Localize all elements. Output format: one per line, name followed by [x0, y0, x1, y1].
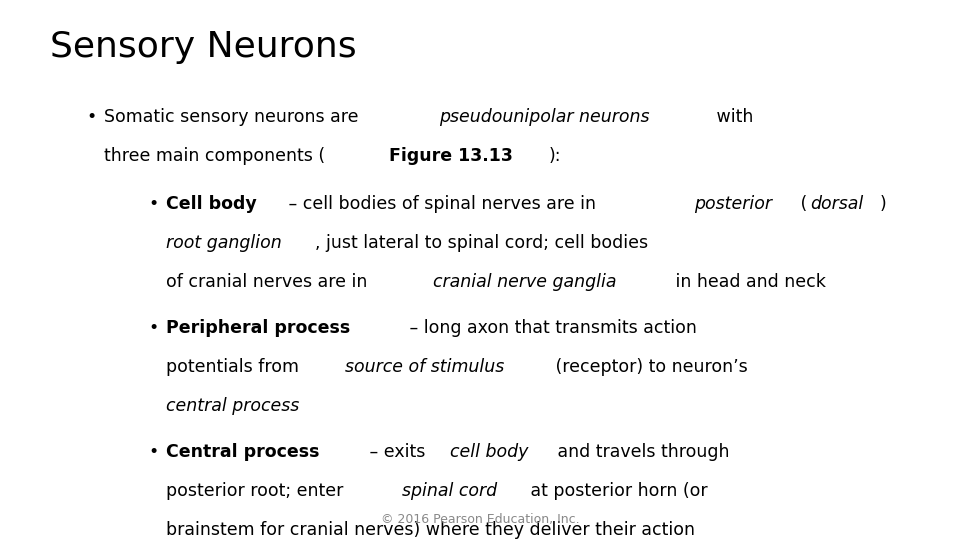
Text: at posterior horn (or: at posterior horn (or: [525, 482, 708, 500]
Text: of cranial nerves are in: of cranial nerves are in: [166, 273, 372, 291]
Text: spinal cord: spinal cord: [402, 482, 497, 500]
Text: – exits: – exits: [364, 443, 431, 461]
Text: in head and neck: in head and neck: [670, 273, 826, 291]
Text: posterior: posterior: [694, 195, 772, 213]
Text: source of stimulus: source of stimulus: [345, 358, 504, 376]
Text: © 2016 Pearson Education, Inc.: © 2016 Pearson Education, Inc.: [381, 514, 579, 526]
Text: potentials from: potentials from: [166, 358, 304, 376]
Text: •: •: [149, 319, 159, 337]
Text: with: with: [710, 108, 754, 126]
Text: •: •: [149, 443, 159, 461]
Text: , just lateral to spinal cord; cell bodies: , just lateral to spinal cord; cell bodi…: [316, 234, 649, 252]
Text: cell body: cell body: [450, 443, 529, 461]
Text: ): ): [879, 195, 886, 213]
Text: Peripheral process: Peripheral process: [166, 319, 350, 337]
Text: (receptor) to neuron’s: (receptor) to neuron’s: [550, 358, 748, 376]
Text: ):: ):: [549, 147, 562, 165]
Text: Figure 13.13: Figure 13.13: [389, 147, 513, 165]
Text: Cell body: Cell body: [166, 195, 257, 213]
Text: cranial nerve ganglia: cranial nerve ganglia: [433, 273, 616, 291]
Text: (: (: [795, 195, 807, 213]
Text: Somatic sensory neurons are: Somatic sensory neurons are: [104, 108, 364, 126]
Text: three main components (: three main components (: [104, 147, 324, 165]
Text: Central process: Central process: [166, 443, 320, 461]
Text: posterior root; enter: posterior root; enter: [166, 482, 348, 500]
Text: – cell bodies of spinal nerves are in: – cell bodies of spinal nerves are in: [283, 195, 602, 213]
Text: central process: central process: [166, 397, 300, 415]
Text: •: •: [149, 195, 159, 213]
Text: Sensory Neurons: Sensory Neurons: [50, 30, 356, 64]
Text: – long axon that transmits action: – long axon that transmits action: [404, 319, 697, 337]
Text: root ganglion: root ganglion: [166, 234, 282, 252]
Text: dorsal: dorsal: [810, 195, 864, 213]
Text: •: •: [86, 108, 97, 126]
Text: and travels through: and travels through: [552, 443, 729, 461]
Text: pseudounipolar neurons: pseudounipolar neurons: [439, 108, 650, 126]
Text: brainstem for cranial nerves) where they deliver their action: brainstem for cranial nerves) where they…: [166, 521, 695, 538]
